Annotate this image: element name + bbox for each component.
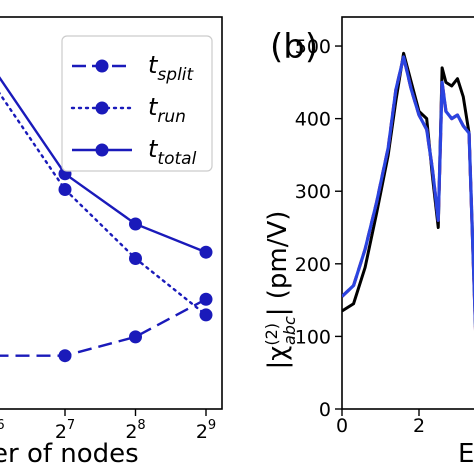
panel-b-x-tick-label-1: 2 <box>413 415 425 437</box>
panel-b-y-ticks: 0 100 200 300 400 500 <box>295 36 342 421</box>
panel-b-y-tick-label-0: 0 <box>319 399 331 421</box>
panel-b-series-line-2 <box>342 55 474 331</box>
panel-b-series-group <box>342 51 474 331</box>
panel-b-y-tick-label-5: 500 <box>295 36 331 58</box>
panel-a: 26 27 28 29 er of nodes tsplit trun ttotal <box>0 16 223 469</box>
x-tick-label-1: 27 <box>55 418 75 443</box>
panel-a-series-group <box>0 76 213 363</box>
panel-b-label: (b) <box>270 27 318 67</box>
data-point-run-3 <box>199 308 213 322</box>
data-point-total-3 <box>199 245 213 259</box>
series-line-run <box>0 91 208 317</box>
legend-label-run: trun <box>148 93 186 127</box>
legend-marker-total <box>95 143 109 157</box>
panel-b-series-line-0 <box>342 51 474 328</box>
panel-b-y-tick-label-1: 100 <box>295 326 331 348</box>
legend-label-split: tsplit <box>148 51 195 85</box>
panel-b-x-axis-label: E <box>458 439 474 469</box>
legend-marker-split <box>95 59 109 73</box>
panel-a-x-axis-label: er of nodes <box>0 439 139 469</box>
data-point-run-1 <box>58 182 72 196</box>
legend-marker-run <box>95 101 109 115</box>
panel-b-y-tick-label-2: 200 <box>295 254 331 276</box>
data-point-split-1 <box>58 349 72 363</box>
x-tick-label-0: 26 <box>0 418 5 443</box>
x-tick-label-3: 29 <box>196 418 216 443</box>
legend: tsplit trun ttotal <box>61 35 213 172</box>
panel-b-y-tick-label-4: 400 <box>295 109 331 131</box>
data-point-run-2 <box>129 251 142 265</box>
panel-b-x-tick-label-0: 0 <box>336 415 348 437</box>
data-point-total-2 <box>129 217 142 231</box>
series-line-split <box>0 298 207 357</box>
data-point-split-2 <box>129 330 142 344</box>
panel-a-axes-frame <box>0 16 223 410</box>
panel-b-axes-frame <box>341 16 474 410</box>
series-line-total <box>0 76 207 254</box>
panel-a-x-ticks: 26 27 28 29 <box>0 409 216 443</box>
panel-b-y-tick-label-3: 300 <box>295 181 331 203</box>
panel-b-y-axis-label: |χ(2)abc| (pm/V) <box>262 211 299 370</box>
x-tick-label-2: 28 <box>125 418 145 443</box>
data-point-split-3 <box>199 292 213 306</box>
panel-b-series-line-1 <box>342 55 474 331</box>
legend-label-total: ttotal <box>148 135 197 169</box>
